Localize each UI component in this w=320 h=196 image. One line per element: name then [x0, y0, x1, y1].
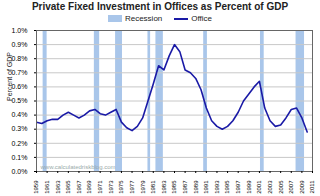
- svg-text:0.3%: 0.3%: [12, 125, 28, 132]
- svg-text:1983: 1983: [161, 180, 167, 194]
- svg-text:0.6%: 0.6%: [12, 83, 28, 90]
- svg-text:0.8%: 0.8%: [12, 55, 28, 62]
- svg-text:Percent of GDP: Percent of GDP: [6, 52, 13, 101]
- svg-text:1999: 1999: [246, 180, 252, 194]
- svg-text:1965: 1965: [65, 180, 71, 194]
- svg-text:1979: 1979: [140, 180, 146, 194]
- html-text:Recession: Recession: [124, 14, 163, 23]
- html-text:Private Fixed Investment in Of: Private Fixed Investment in Offices as P…: [31, 1, 289, 12]
- svg-text:0.1%: 0.1%: [12, 154, 28, 161]
- svg-text:1995: 1995: [224, 180, 230, 194]
- svg-text:0.9%: 0.9%: [12, 41, 28, 48]
- svg-text:1961: 1961: [44, 180, 50, 194]
- svg-text:1973: 1973: [108, 180, 114, 194]
- svg-text:2011: 2011: [309, 180, 315, 194]
- svg-text:0.7%: 0.7%: [12, 69, 28, 76]
- svg-text:1963: 1963: [55, 180, 61, 194]
- svg-text:1971: 1971: [97, 180, 103, 194]
- svg-text:1991: 1991: [203, 180, 209, 194]
- svg-text:1967: 1967: [76, 180, 82, 194]
- svg-text:1959: 1959: [33, 180, 39, 194]
- svg-text:1.0%: 1.0%: [12, 27, 28, 34]
- svg-text:2005: 2005: [278, 180, 284, 194]
- svg-text:0.0%: 0.0%: [12, 168, 28, 175]
- svg-text:0.2%: 0.2%: [12, 140, 28, 147]
- html-text:Office: Office: [191, 14, 212, 23]
- svg-text:2003: 2003: [267, 180, 273, 194]
- svg-text:1993: 1993: [214, 180, 220, 194]
- svg-text:0.4%: 0.4%: [12, 111, 28, 118]
- svg-text:2009: 2009: [299, 180, 305, 194]
- svg-text:1977: 1977: [129, 180, 135, 194]
- svg-text:1989: 1989: [193, 180, 199, 194]
- svg-text:1987: 1987: [182, 180, 188, 194]
- svg-text:1975: 1975: [118, 180, 124, 194]
- svg-text:1997: 1997: [235, 180, 241, 194]
- svg-text:1969: 1969: [86, 180, 92, 194]
- svg-text:2001: 2001: [256, 180, 262, 194]
- svg-text:0.5%: 0.5%: [12, 97, 28, 104]
- svg-text:www.calculatedriskblog.com: www.calculatedriskblog.com: [40, 164, 116, 170]
- svg-text:2007: 2007: [288, 180, 294, 194]
- svg-text:1981: 1981: [150, 180, 156, 194]
- svg-text:1985: 1985: [171, 180, 177, 194]
